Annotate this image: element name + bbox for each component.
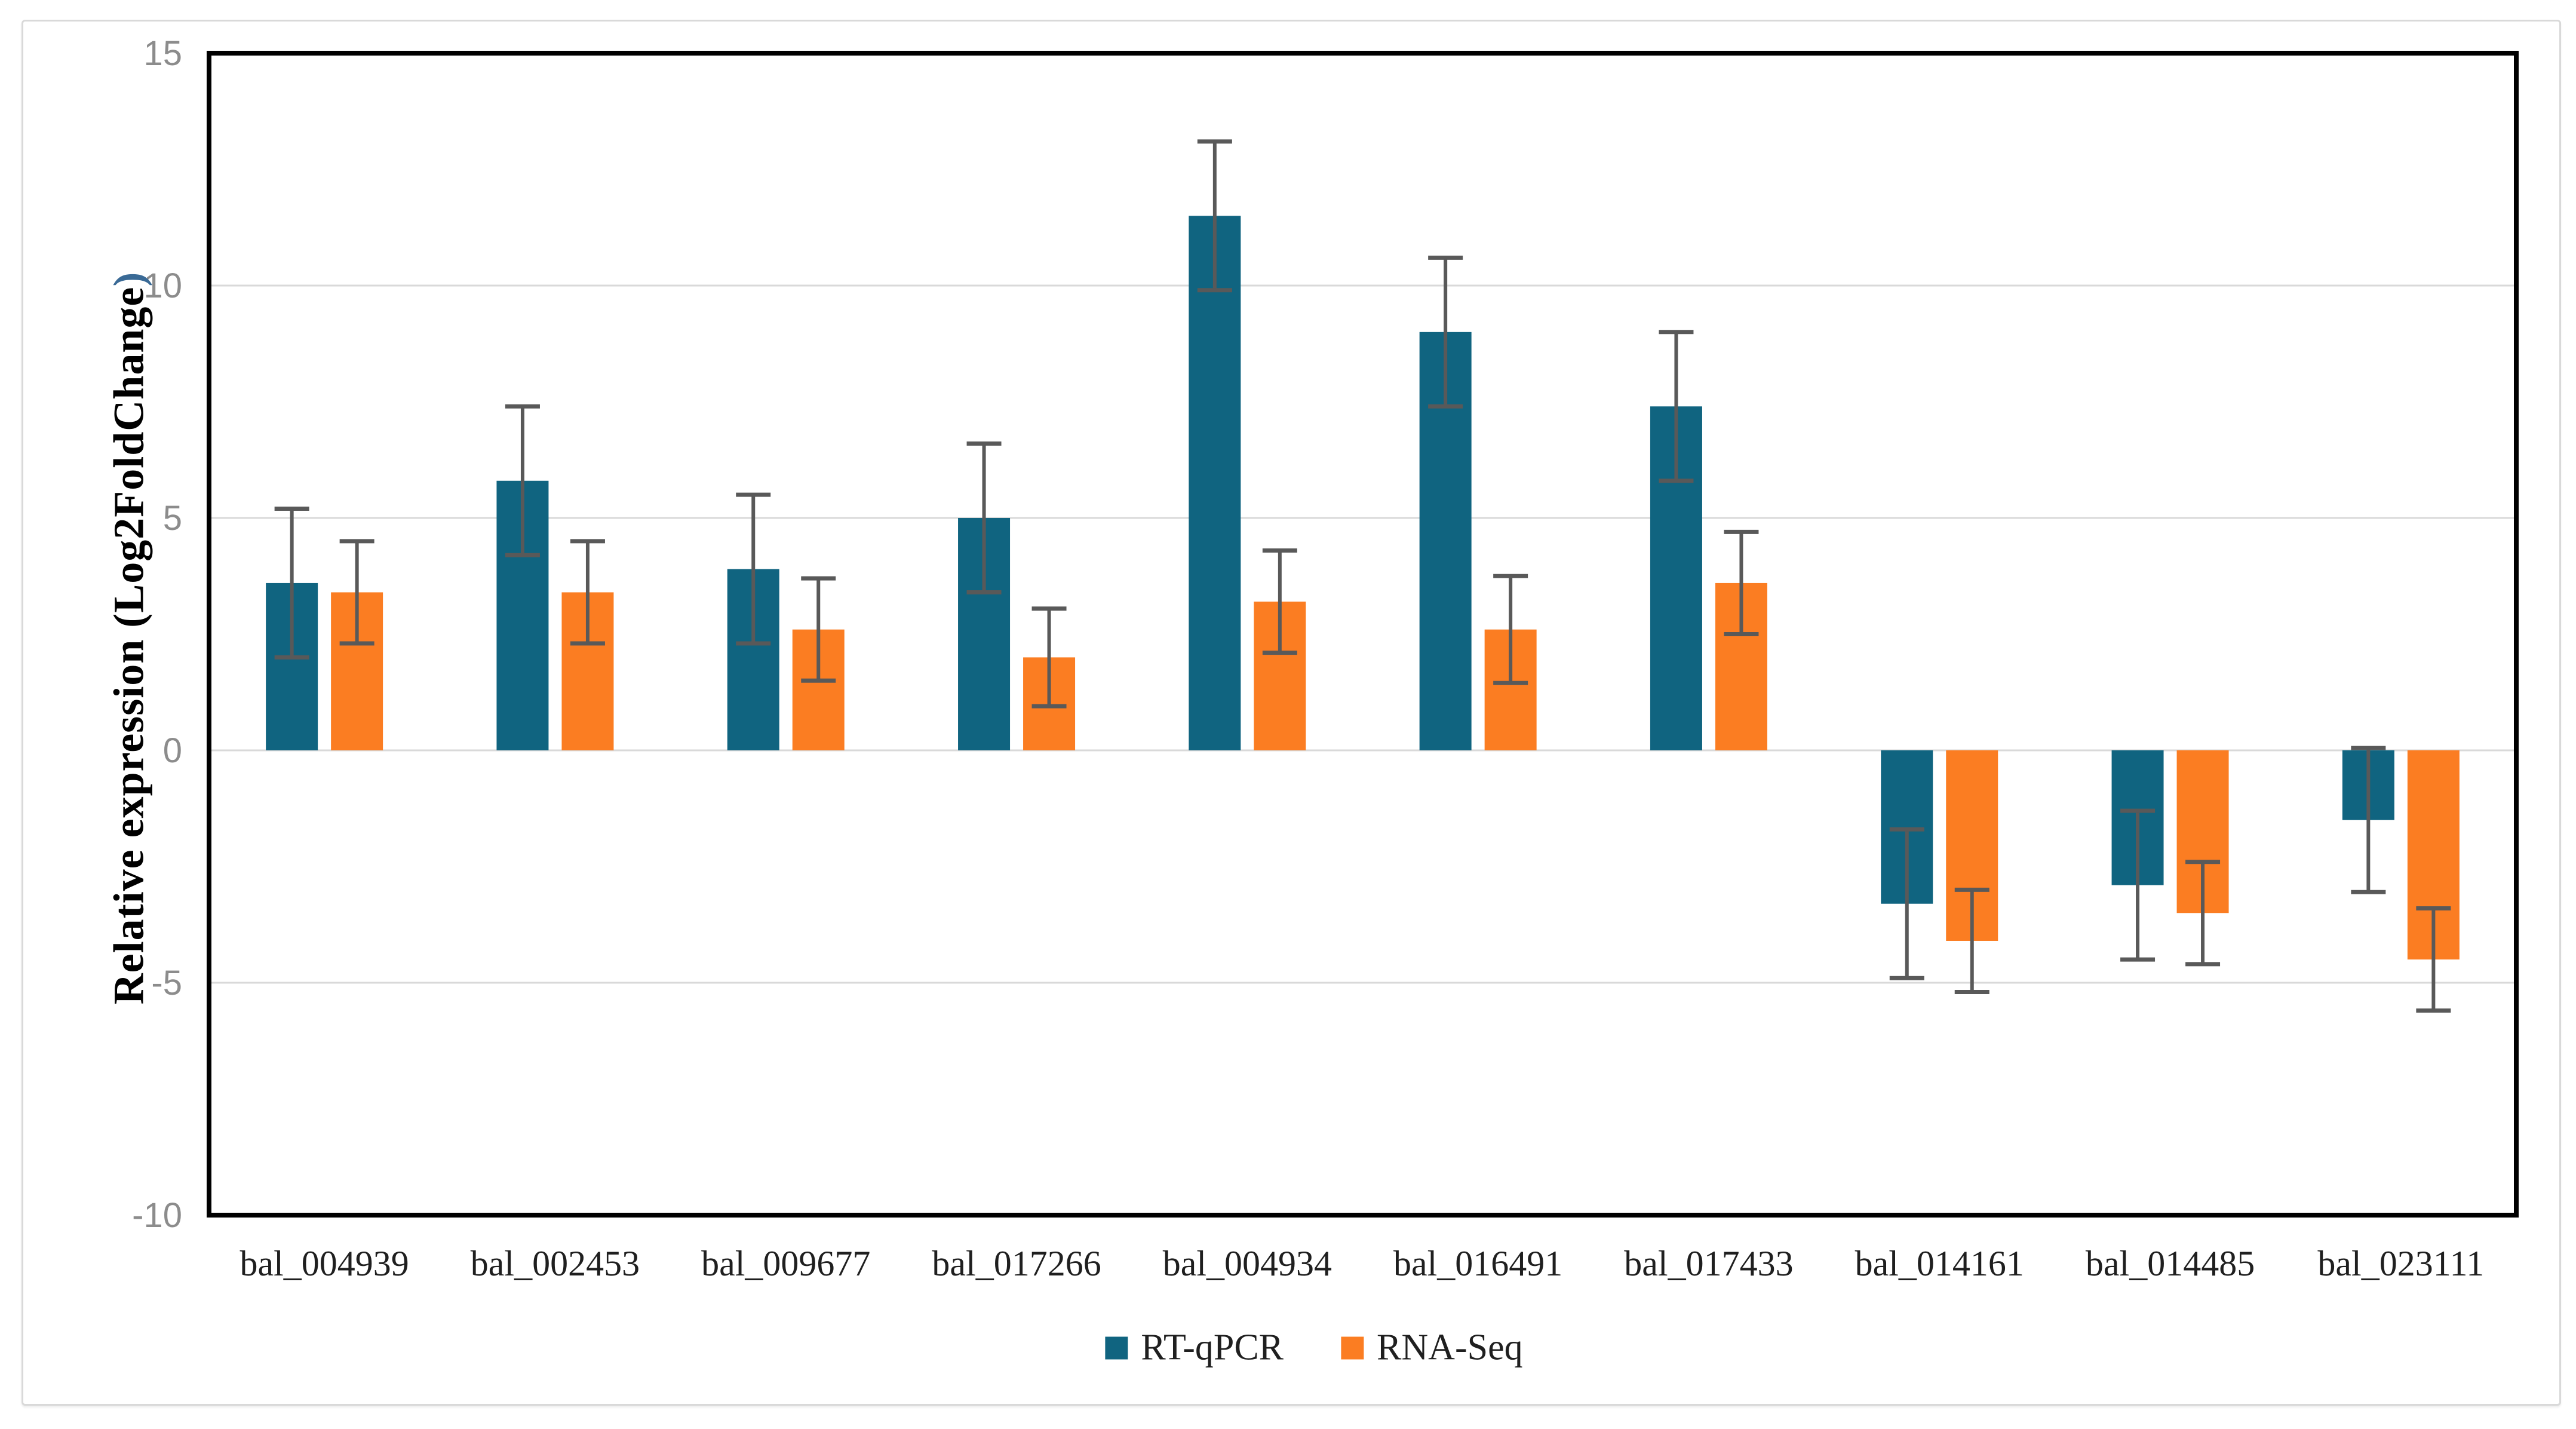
y-tick-label: 5 xyxy=(163,499,182,538)
legend-item-rna-seq: RNA-Seq xyxy=(1341,1327,1523,1369)
y-axis-title: Relative expression (Log2FoldChange) xyxy=(105,272,154,1005)
x-category-label: bal_016491 xyxy=(1393,1244,1562,1283)
y-axis-title-paren: ) xyxy=(105,271,153,287)
x-category-label: bal_004939 xyxy=(240,1244,409,1283)
legend-swatch-rna-seq xyxy=(1341,1336,1364,1359)
y-tick-label: -5 xyxy=(151,964,182,1002)
x-category-label: bal_017433 xyxy=(1624,1244,1793,1283)
x-category-label: bal_014485 xyxy=(2086,1244,2255,1283)
plot-frame xyxy=(207,51,2519,1218)
legend-item-rt-qpcr: RT-qPCR xyxy=(1105,1327,1284,1369)
y-tick-label: -10 xyxy=(132,1196,182,1235)
x-category-label: bal_017266 xyxy=(932,1244,1101,1283)
legend: RT-qPCR RNA-Seq xyxy=(1105,1327,1523,1369)
y-tick-label: 10 xyxy=(143,266,182,305)
bar-rt-qpcr-bal_004934 xyxy=(1189,216,1241,750)
legend-label-rna-seq: RNA-Seq xyxy=(1377,1327,1523,1368)
legend-label-rt-qpcr: RT-qPCR xyxy=(1141,1327,1284,1368)
x-category-label: bal_009677 xyxy=(701,1244,870,1283)
y-tick-label: 0 xyxy=(163,731,182,770)
x-category-label: bal_014161 xyxy=(1855,1244,2024,1283)
x-category-label: bal_004934 xyxy=(1163,1244,1332,1283)
y-tick-label: 15 xyxy=(143,34,182,73)
x-category-label: bal_023111 xyxy=(2317,1244,2484,1283)
legend-swatch-rt-qpcr xyxy=(1105,1336,1128,1359)
x-category-label: bal_002453 xyxy=(471,1244,640,1283)
y-axis-title-text: Relative expression (Log2FoldChange xyxy=(105,286,153,1005)
